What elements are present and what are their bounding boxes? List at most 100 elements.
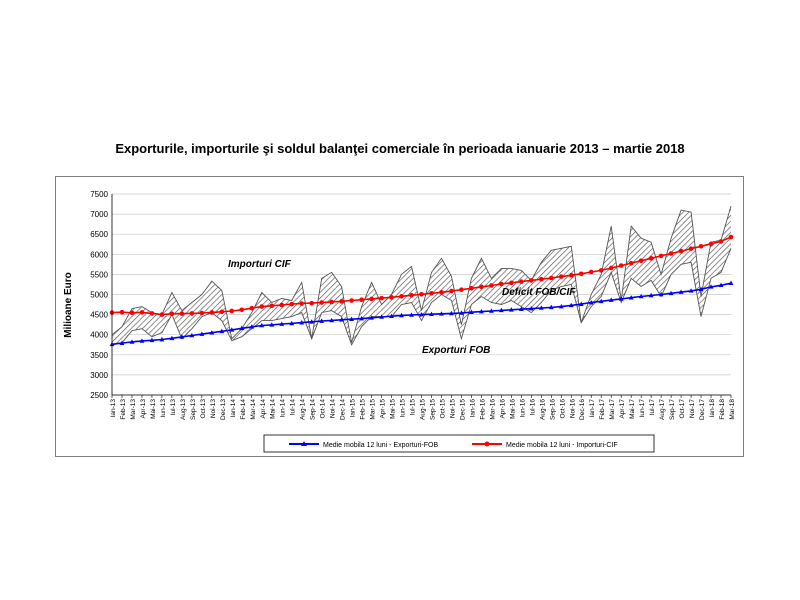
x-tick-label: Iul-16 <box>529 399 536 416</box>
ma-exports-point <box>149 337 155 343</box>
ma-exports-point <box>558 303 564 309</box>
x-tick-label: Feb-13 <box>120 399 127 420</box>
x-tick-label: Iul-14 <box>290 399 297 416</box>
ma-imports-point <box>698 243 704 249</box>
x-tick-label: Noi-14 <box>330 399 337 419</box>
ma-exports-point <box>638 293 644 299</box>
x-tick-labels: Ian-13 Feb-13 Mar-13 Apr-13 Mai-13 Iun-13 Iul-… <box>110 399 736 420</box>
ma-imports-point <box>688 246 694 251</box>
ma-imports-point <box>539 276 544 282</box>
ma-imports-point <box>319 300 324 305</box>
x-tick-label: Sep-16 <box>549 399 556 420</box>
x-tick-label: Sep-14 <box>310 399 317 420</box>
ma-imports-point <box>598 268 604 273</box>
ma-exports-point <box>658 291 664 297</box>
x-tick-label: Sep-13 <box>190 399 197 420</box>
y-tick-label: 3500 <box>90 351 108 360</box>
ma-exports-point <box>479 308 484 314</box>
x-tick-label: Ian-16 <box>469 399 476 418</box>
ma-imports-point <box>379 295 384 301</box>
ma-imports-point <box>678 248 684 254</box>
ma-imports-point <box>309 300 314 306</box>
ma-imports-point <box>189 311 195 316</box>
x-tick-label: Feb-15 <box>360 399 367 420</box>
ma-imports-point <box>449 288 454 294</box>
y-tick-label: 7000 <box>90 210 108 219</box>
x-tick-label: Feb-14 <box>240 399 247 420</box>
ma-exports-point <box>588 299 594 305</box>
chart-title: Exporturile, importurile şi soldul balan… <box>115 141 685 156</box>
ma-imports-point <box>608 265 614 271</box>
ma-exports-point <box>239 325 245 331</box>
annotation-deficit: Deficit FOB/CIF <box>502 287 576 298</box>
ma-imports-point <box>588 269 594 275</box>
ma-imports-point <box>728 234 734 240</box>
ma-exports-point <box>279 321 285 326</box>
x-tick-label: Sep-17 <box>669 399 676 420</box>
x-tick-label: Aug-17 <box>659 399 666 420</box>
ma-exports-point <box>359 316 364 321</box>
x-tick-label: Aug-15 <box>420 399 427 420</box>
ma-exports-point <box>528 305 534 311</box>
ma-exports-point <box>389 313 394 319</box>
ma-exports-point <box>459 310 464 315</box>
x-tick-label: Sep-15 <box>429 399 436 420</box>
ma-imports-point <box>568 272 574 278</box>
x-tick-label: Ian-17 <box>589 399 596 418</box>
ma-imports-point <box>199 310 205 316</box>
ma-exports-point <box>219 328 225 334</box>
legend: Medie mobila 12 luni - Exporturi-FOB Med… <box>263 434 655 453</box>
x-tick-label: Iun-13 <box>160 399 167 418</box>
ma-imports-point <box>279 302 285 308</box>
deficit-shaded-area <box>112 206 731 345</box>
x-tick-label: Oct-13 <box>200 399 207 419</box>
x-tick-label: Noi-17 <box>689 399 696 419</box>
annotation-exporturi-fob: Exporturi FOB <box>422 345 490 356</box>
ma-imports-point <box>149 311 155 316</box>
ma-imports-point <box>529 278 534 283</box>
ma-imports-point <box>219 309 225 315</box>
ma-exports-point <box>339 317 345 322</box>
raw-series-lines <box>111 205 732 346</box>
ma-imports-point <box>269 303 275 309</box>
ma-imports-point <box>509 280 514 286</box>
ma-exports-point <box>488 308 494 313</box>
ma-imports-point <box>558 274 564 279</box>
ma-exports-point <box>668 290 674 296</box>
x-tick-label: Feb-17 <box>599 399 606 420</box>
x-tick-label: Iun-14 <box>280 399 287 418</box>
ma-exports-point <box>129 339 135 344</box>
legend-box <box>263 434 655 453</box>
ma-imports-point <box>239 307 245 313</box>
x-tick-label: Oct-14 <box>320 399 327 419</box>
legend-label-exports: Medie mobila 12 luni - Exporturi-FOB <box>323 442 438 449</box>
ma-exports-point <box>439 311 444 316</box>
x-tick-label: Apr-17 <box>619 399 626 419</box>
ma-exports-point <box>469 309 474 314</box>
ma-exports-point <box>369 315 374 320</box>
ma-imports-point <box>259 304 265 309</box>
x-tick-label: Mai-15 <box>390 399 397 419</box>
x-tick-label: Dec-17 <box>699 399 706 420</box>
x-tick-label: Ian-14 <box>230 399 237 418</box>
y-tick-labels: 2500 3000 3500 4000 4500 5000 5500 6000 6500 7000… <box>90 190 108 400</box>
y-tick-label: 2500 <box>90 391 108 400</box>
ma-exports-point <box>269 322 275 327</box>
ma-imports-point <box>399 294 404 299</box>
ma-imports-point <box>638 258 644 264</box>
x-tick-label: Aug-13 <box>180 399 187 420</box>
ma-exports-point <box>578 301 584 306</box>
x-tick-label: Noi-15 <box>449 399 456 419</box>
axes <box>111 194 732 398</box>
ma-imports-point <box>119 309 125 315</box>
x-tick-label: Dec-16 <box>579 399 586 420</box>
ma-exports-point <box>419 312 424 317</box>
ma-exports-point <box>678 289 684 294</box>
x-tick-label: Mai-17 <box>629 399 636 419</box>
ma-exports-point <box>608 297 614 302</box>
x-tick-label: Iun-17 <box>639 399 646 418</box>
x-tick-label: Apr-14 <box>260 399 267 419</box>
deficit-area <box>112 206 731 345</box>
ma-imports-point <box>179 311 185 316</box>
chart-svg: 2500 3000 3500 4000 4500 5000 5500 6000 6500 7000… <box>63 190 736 453</box>
